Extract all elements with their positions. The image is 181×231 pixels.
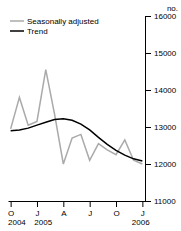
y-tick-mark bbox=[145, 201, 151, 202]
series-line bbox=[11, 70, 143, 164]
legend: Seasonally adjustedTrend bbox=[10, 17, 99, 36]
x-tick: A bbox=[61, 201, 67, 218]
y-tick-label: 13000 bbox=[154, 123, 177, 132]
plot-area bbox=[11, 70, 143, 164]
legend-swatch bbox=[10, 20, 24, 22]
y-tick-mark bbox=[145, 164, 151, 165]
x-tick-label: J bbox=[88, 209, 92, 218]
x-tick-mark bbox=[63, 201, 64, 207]
y-tick: 16000 bbox=[145, 12, 177, 21]
annotation: 2006 bbox=[132, 218, 150, 227]
x-tick-mark bbox=[142, 201, 143, 207]
y-tick: 15000 bbox=[145, 49, 177, 58]
y-axis: 11000 12000 13000 14000 15000 16000 bbox=[145, 12, 177, 206]
legend-label: Trend bbox=[27, 27, 48, 36]
legend-swatch bbox=[10, 30, 24, 32]
x-tick-label: A bbox=[61, 209, 67, 218]
y-tick-label: 14000 bbox=[154, 86, 177, 95]
x-tick-label: O bbox=[8, 209, 14, 218]
y-tick-label: 11000 bbox=[154, 197, 176, 206]
x-tick-mark bbox=[11, 201, 12, 207]
y-axis-line bbox=[145, 17, 146, 202]
x-tick: O bbox=[113, 201, 119, 218]
y-tick: 12000 bbox=[145, 160, 177, 169]
y-tick-mark bbox=[145, 90, 151, 91]
y-tick: 14000 bbox=[145, 86, 177, 95]
annotation: 2005 bbox=[34, 218, 52, 227]
x-tick-mark bbox=[116, 201, 117, 207]
x-tick-mark bbox=[90, 201, 91, 207]
title: no. bbox=[167, 4, 178, 13]
x-tick: O bbox=[8, 201, 14, 218]
series-line bbox=[11, 119, 143, 161]
y-tick-label: 12000 bbox=[154, 160, 177, 169]
y-tick: 13000 bbox=[145, 123, 177, 132]
chart: O J A J O J 11000 12000 13000 14000 15000 16000 Seas… bbox=[0, 0, 181, 231]
y-tick-label: 16000 bbox=[154, 12, 177, 21]
x-tick-label: J bbox=[35, 209, 39, 218]
y-tick: 11000 bbox=[145, 197, 176, 206]
y-tick-mark bbox=[145, 53, 151, 54]
legend-label: Seasonally adjusted bbox=[27, 17, 99, 26]
y-tick-mark bbox=[145, 127, 151, 128]
y-tick-label: 15000 bbox=[154, 49, 177, 58]
x-axis: OJAJOJ bbox=[8, 201, 145, 218]
annotation: 2004 bbox=[8, 218, 26, 227]
x-tick-mark bbox=[37, 201, 38, 207]
x-tick: J bbox=[88, 201, 92, 218]
x-tick-label: O bbox=[113, 209, 119, 218]
y-tick-mark bbox=[145, 16, 151, 17]
x-tick: J bbox=[141, 201, 145, 218]
x-tick-label: J bbox=[141, 209, 145, 218]
x-axis-line bbox=[9, 201, 146, 202]
x-tick: J bbox=[35, 201, 39, 218]
